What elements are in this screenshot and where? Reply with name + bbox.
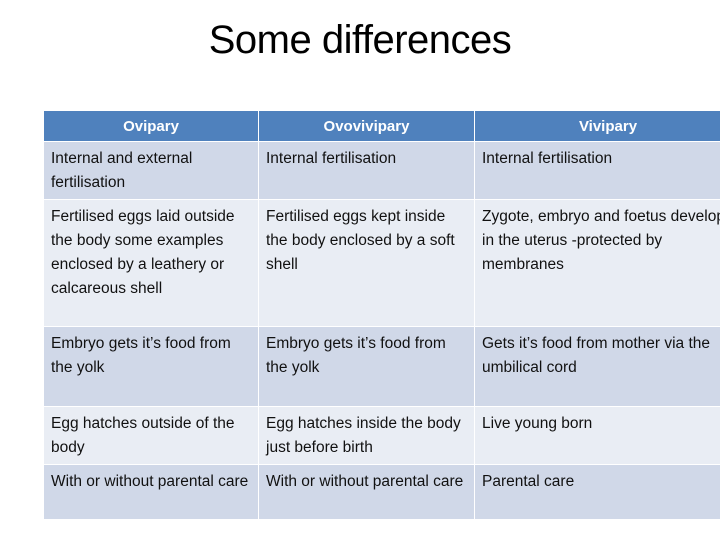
table-cell: Internal and external fertilisation — [43, 141, 259, 200]
table-row: Egg hatches outside of the body Egg hatc… — [43, 406, 720, 465]
table-row: Internal and external fertilisation Inte… — [43, 141, 720, 200]
table-cell: Embryo gets it’s food from the yolk — [43, 326, 259, 407]
header-ovovivipary: Ovovivipary — [258, 110, 475, 142]
table-cell: Fertilised eggs kept inside the body enc… — [258, 199, 475, 327]
table-row: With or without parental care With or wi… — [43, 464, 720, 520]
table-cell: Egg hatches inside the body just before … — [258, 406, 475, 465]
table-header-row: Ovipary Ovovivipary Vivipary — [43, 110, 720, 142]
slide-title: Some differences — [208, 18, 512, 62]
table-cell: Live young born — [474, 406, 720, 465]
table-cell: Gets it’s food from mother via the umbil… — [474, 326, 720, 407]
table-cell: Zygote, embryo and foetus develop in the… — [474, 199, 720, 327]
table-row: Fertilised eggs laid outside the body so… — [43, 199, 720, 327]
table-cell: Internal fertilisation — [258, 141, 475, 200]
header-vivipary: Vivipary — [474, 110, 720, 142]
comparison-table: Ovipary Ovovivipary Vivipary Internal an… — [43, 110, 720, 520]
table-cell: With or without parental care — [258, 464, 475, 520]
table-cell: Egg hatches outside of the body — [43, 406, 259, 465]
table-cell: Internal fertilisation — [474, 141, 720, 200]
table-cell: Embryo gets it’s food from the yolk — [258, 326, 475, 407]
table-row: Embryo gets it’s food from the yolk Embr… — [43, 326, 720, 407]
table-cell: With or without parental care — [43, 464, 259, 520]
header-ovipary: Ovipary — [43, 110, 259, 142]
table-cell: Parental care — [474, 464, 720, 520]
table-cell: Fertilised eggs laid outside the body so… — [43, 199, 259, 327]
